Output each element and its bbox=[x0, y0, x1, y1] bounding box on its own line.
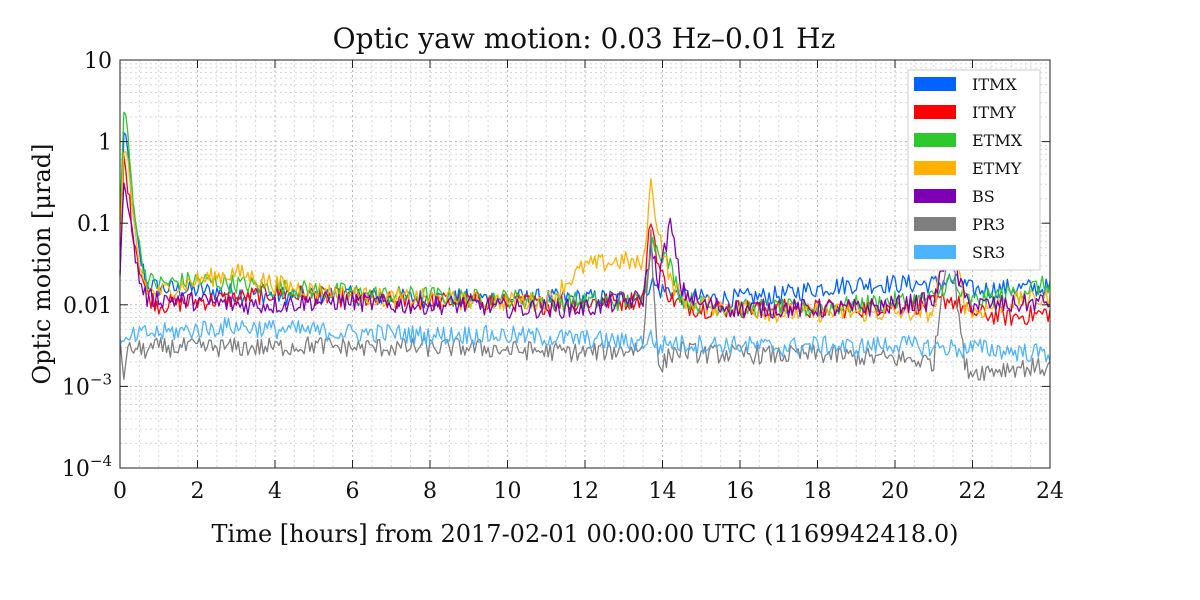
y-tick-label: 1 bbox=[98, 131, 112, 156]
x-tick-label: 4 bbox=[268, 479, 282, 504]
x-tick-label: 24 bbox=[1036, 479, 1064, 504]
x-tick-label: 2 bbox=[191, 479, 205, 504]
x-tick-label: 18 bbox=[804, 479, 832, 504]
grid bbox=[120, 60, 1050, 468]
legend: ITMX ITMY ETMX ETMY BS PR3 SR3 bbox=[907, 69, 1041, 271]
legend-swatch-etmx bbox=[914, 133, 956, 147]
legend-label-etmx: ETMX bbox=[972, 131, 1023, 150]
legend-swatch-itmy bbox=[914, 105, 956, 119]
x-tick-label: 10 bbox=[494, 479, 522, 504]
x-tick-label: 16 bbox=[726, 479, 754, 504]
y-tick-label: 10−4 bbox=[62, 452, 112, 482]
series-layer bbox=[119, 111, 1051, 382]
y-tick-label: 0.01 bbox=[63, 294, 112, 319]
legend-label-pr3: PR3 bbox=[972, 215, 1005, 234]
x-tick-label: 8 bbox=[423, 479, 437, 504]
x-tick-label: 6 bbox=[346, 479, 360, 504]
x-tick-label: 12 bbox=[571, 479, 599, 504]
chart-title: Optic yaw motion: 0.03 Hz–0.01 Hz bbox=[333, 22, 836, 55]
legend-swatch-pr3 bbox=[914, 217, 956, 231]
y-tick-label: 0.1 bbox=[77, 212, 112, 237]
legend-label-bs: BS bbox=[972, 187, 995, 206]
legend-swatch-sr3 bbox=[914, 245, 956, 259]
legend-swatch-bs bbox=[914, 189, 956, 203]
legend-label-itmy: ITMY bbox=[972, 103, 1016, 122]
y-tick-label: 10 bbox=[84, 49, 112, 74]
ticks bbox=[119, 59, 1051, 469]
series-line-pr3 bbox=[119, 229, 1051, 382]
series-line-bs bbox=[119, 182, 1051, 319]
legend-label-etmy: ETMY bbox=[972, 159, 1022, 178]
y-axis-label: Optic motion [μrad] bbox=[28, 144, 56, 385]
legend-swatch-itmx bbox=[914, 77, 956, 91]
x-axis-label: Time [hours] from 2017-02-01 00:00:00 UT… bbox=[212, 520, 959, 548]
x-tick-label: 0 bbox=[113, 479, 127, 504]
x-tick-label: 14 bbox=[649, 479, 677, 504]
y-tick-label: 10−3 bbox=[62, 370, 112, 400]
x-tick-label: 20 bbox=[881, 479, 909, 504]
legend-swatch-etmy bbox=[914, 161, 956, 175]
x-tick-label: 22 bbox=[959, 479, 987, 504]
series-line-etmy bbox=[119, 150, 1051, 323]
legend-label-itmx: ITMX bbox=[972, 75, 1017, 94]
legend-label-sr3: SR3 bbox=[972, 243, 1005, 262]
series-line-sr3 bbox=[119, 317, 1051, 363]
